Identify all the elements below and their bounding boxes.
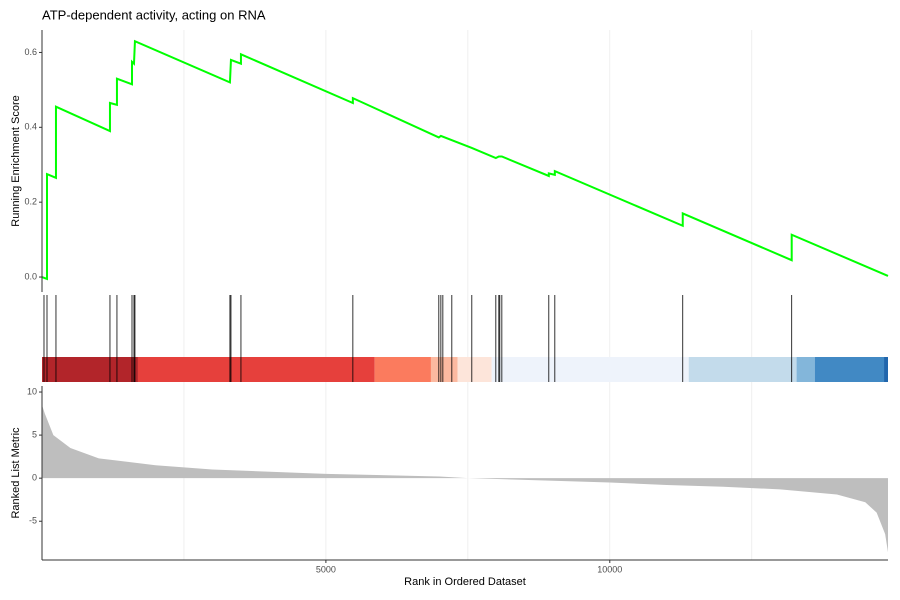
color-band bbox=[688, 357, 797, 382]
y-tick-label: 0.2 bbox=[24, 197, 37, 207]
color-band bbox=[491, 357, 689, 382]
y-tick-label: 0 bbox=[32, 473, 37, 483]
y-tick-label: 0.6 bbox=[24, 47, 37, 57]
y-tick-label: 0.0 bbox=[24, 271, 37, 281]
x-tick-label: 10000 bbox=[597, 564, 622, 574]
color-band bbox=[884, 357, 888, 382]
x-tick-label: 5000 bbox=[316, 564, 336, 574]
y-axis-title: Running Enrichment Score bbox=[10, 95, 22, 226]
x-axis-title: Rank in Ordered Dataset bbox=[404, 576, 526, 588]
color-band bbox=[137, 357, 375, 382]
color-band bbox=[814, 357, 885, 382]
y-tick-label: 10 bbox=[27, 386, 37, 396]
y-tick-label: 5 bbox=[32, 429, 37, 439]
y-axis-title: Ranked List Metric bbox=[10, 427, 22, 519]
es-line bbox=[41, 39, 889, 281]
y-tick-label: 0.4 bbox=[24, 122, 37, 132]
color-band bbox=[374, 357, 431, 382]
y-tick-label: -5 bbox=[29, 516, 37, 526]
chart-title: ATP-dependent activity, acting on RNA bbox=[42, 7, 266, 22]
color-band bbox=[42, 357, 138, 382]
color-band bbox=[796, 357, 815, 382]
metric-area bbox=[42, 404, 888, 553]
color-band bbox=[457, 357, 492, 382]
color-band bbox=[430, 357, 458, 382]
